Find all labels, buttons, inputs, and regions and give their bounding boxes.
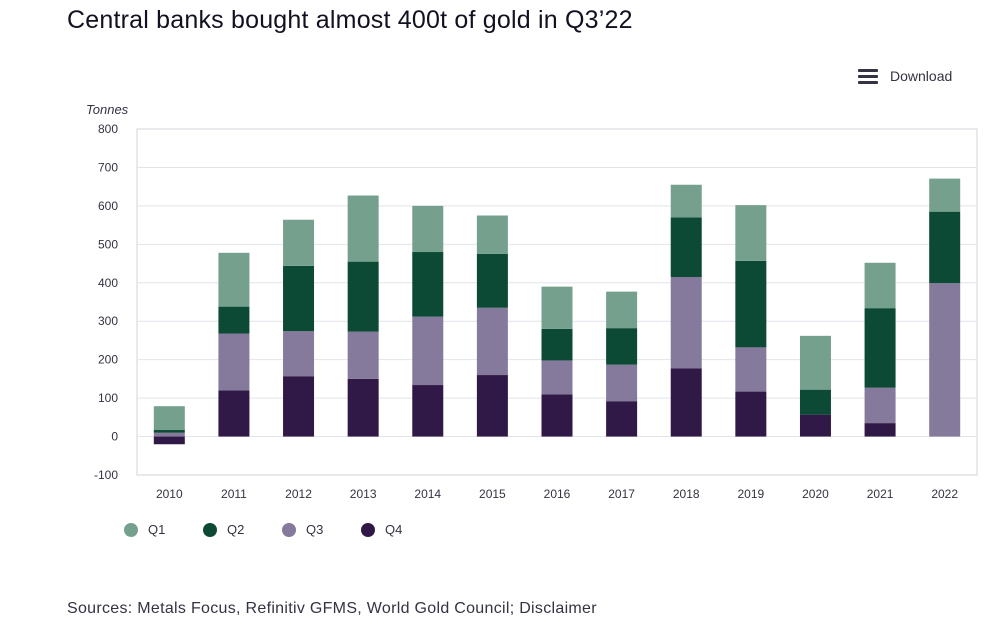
bar-2019-q4[interactable] <box>735 391 767 437</box>
y-tick-label: 700 <box>98 160 118 174</box>
bar-2022-q1[interactable] <box>929 178 961 212</box>
bar-2018-q2[interactable] <box>670 217 702 278</box>
bar-2018-q4[interactable] <box>670 368 702 437</box>
bar-2019-q3[interactable] <box>735 347 767 392</box>
y-tick-label: 400 <box>98 276 118 290</box>
bar-2018-q1[interactable] <box>670 184 702 218</box>
bar-2019-q1[interactable] <box>735 205 767 261</box>
legend-item-q1[interactable]: Q1 <box>124 522 203 537</box>
x-tick-label-2016: 2016 <box>544 487 571 501</box>
bar-2016-q4[interactable] <box>541 394 573 437</box>
source-note: Sources: Metals Focus, Refinitiv GFMS, W… <box>67 600 597 617</box>
bar-2012-q4[interactable] <box>283 376 315 437</box>
x-tick-label-2010: 2010 <box>156 487 183 501</box>
x-tick-label-2017: 2017 <box>608 487 635 501</box>
bar-2010-q1[interactable] <box>153 406 185 431</box>
legend-label-q2: Q2 <box>227 522 245 537</box>
x-tick-label-2022: 2022 <box>931 487 958 501</box>
legend-item-q3[interactable]: Q3 <box>282 522 361 537</box>
bar-2015-q2[interactable] <box>476 253 508 308</box>
bar-2022-q3[interactable] <box>929 283 961 437</box>
legend-swatch-q2 <box>203 522 217 537</box>
x-tick-label-2020: 2020 <box>802 487 829 501</box>
bar-2013-q1[interactable] <box>347 195 379 262</box>
stacked-bar-chart: 800 700 600 500 400 300 200 100 0 -100 Tonnes 2010 2… <box>86 102 978 501</box>
bar-2015-q3[interactable] <box>476 307 508 376</box>
bar-2021-q4[interactable] <box>864 423 896 437</box>
legend-swatch-q3 <box>282 522 296 537</box>
x-tick-label-2019: 2019 <box>737 487 764 501</box>
legend-item-q4[interactable]: Q4 <box>361 522 440 537</box>
bar-2021-q3[interactable] <box>864 387 896 424</box>
legend: Q1 Q2 Q3 Q4 <box>124 522 440 537</box>
bar-2012-q1[interactable] <box>283 219 315 266</box>
bar-2019-q2[interactable] <box>735 260 767 348</box>
bar-2016-q1[interactable] <box>541 286 573 329</box>
y-tick-label: -100 <box>94 468 118 482</box>
download-button[interactable]: Download <box>858 68 952 84</box>
x-tick-label-2013: 2013 <box>350 487 377 501</box>
bar-2021-q2[interactable] <box>864 308 896 388</box>
bar-2013-q4[interactable] <box>347 378 379 437</box>
bar-2010-q4[interactable] <box>153 436 185 445</box>
legend-swatch-q1 <box>124 522 138 537</box>
x-tick-label-2015: 2015 <box>479 487 506 501</box>
bar-2020-q2[interactable] <box>799 389 831 415</box>
legend-label-q1: Q1 <box>148 522 166 537</box>
bar-2016-q2[interactable] <box>541 328 573 361</box>
bar-2017-q1[interactable] <box>606 291 638 329</box>
bar-2014-q3[interactable] <box>412 316 444 386</box>
y-tick-label: 200 <box>98 353 118 367</box>
bar-2022-q2[interactable] <box>929 211 961 284</box>
bar-2014-q1[interactable] <box>412 205 444 253</box>
bar-2010-q3[interactable] <box>153 432 185 437</box>
y-tick-label: 600 <box>98 199 118 213</box>
legend-swatch-q4 <box>361 522 375 537</box>
legend-label-q4: Q4 <box>385 522 403 537</box>
bar-2014-q2[interactable] <box>412 252 444 317</box>
legend-label-q3: Q3 <box>306 522 324 537</box>
legend-item-q2[interactable]: Q2 <box>203 522 282 537</box>
bar-2011-q3[interactable] <box>218 333 250 391</box>
bar-2011-q2[interactable] <box>218 306 250 334</box>
x-tick-label-2021: 2021 <box>867 487 894 501</box>
bar-2012-q2[interactable] <box>283 265 315 332</box>
y-axis-label: Tonnes <box>86 102 129 117</box>
bar-2014-q4[interactable] <box>412 385 444 437</box>
bar-2013-q3[interactable] <box>347 331 379 379</box>
bar-layer <box>153 178 961 445</box>
axis-layer: 800 700 600 500 400 300 200 100 0 -100 Tonnes 2010 2… <box>86 102 958 501</box>
x-tick-label-2014: 2014 <box>414 487 441 501</box>
x-tick-label-2018: 2018 <box>673 487 700 501</box>
bar-2016-q3[interactable] <box>541 360 573 395</box>
bar-2011-q4[interactable] <box>218 390 250 437</box>
bar-2018-q3[interactable] <box>670 277 702 369</box>
bar-2017-q3[interactable] <box>606 364 638 402</box>
chart-title: Central banks bought almost 400t of gold… <box>67 6 633 34</box>
bar-2017-q4[interactable] <box>606 401 638 437</box>
y-tick-label: 800 <box>98 122 118 136</box>
x-tick-label-2012: 2012 <box>285 487 312 501</box>
y-tick-label: 300 <box>98 314 118 328</box>
bar-2011-q1[interactable] <box>218 252 250 307</box>
download-label: Download <box>890 68 953 84</box>
bar-2010-q2[interactable] <box>153 430 185 433</box>
bar-2017-q2[interactable] <box>606 328 638 365</box>
y-tick-label: 500 <box>98 237 118 251</box>
bar-2013-q2[interactable] <box>347 261 379 332</box>
bar-2021-q1[interactable] <box>864 262 896 309</box>
y-tick-label: 0 <box>111 430 118 444</box>
y-tick-label: 100 <box>98 391 118 405</box>
bar-2012-q3[interactable] <box>283 331 315 377</box>
bar-2020-q4[interactable] <box>799 414 831 437</box>
bar-2020-q1[interactable] <box>799 335 831 390</box>
bar-2015-q4[interactable] <box>476 375 508 437</box>
x-tick-label-2011: 2011 <box>221 487 247 501</box>
plot-frame <box>136 128 978 476</box>
bar-2015-q1[interactable] <box>476 215 508 254</box>
menu-icon <box>858 69 878 84</box>
